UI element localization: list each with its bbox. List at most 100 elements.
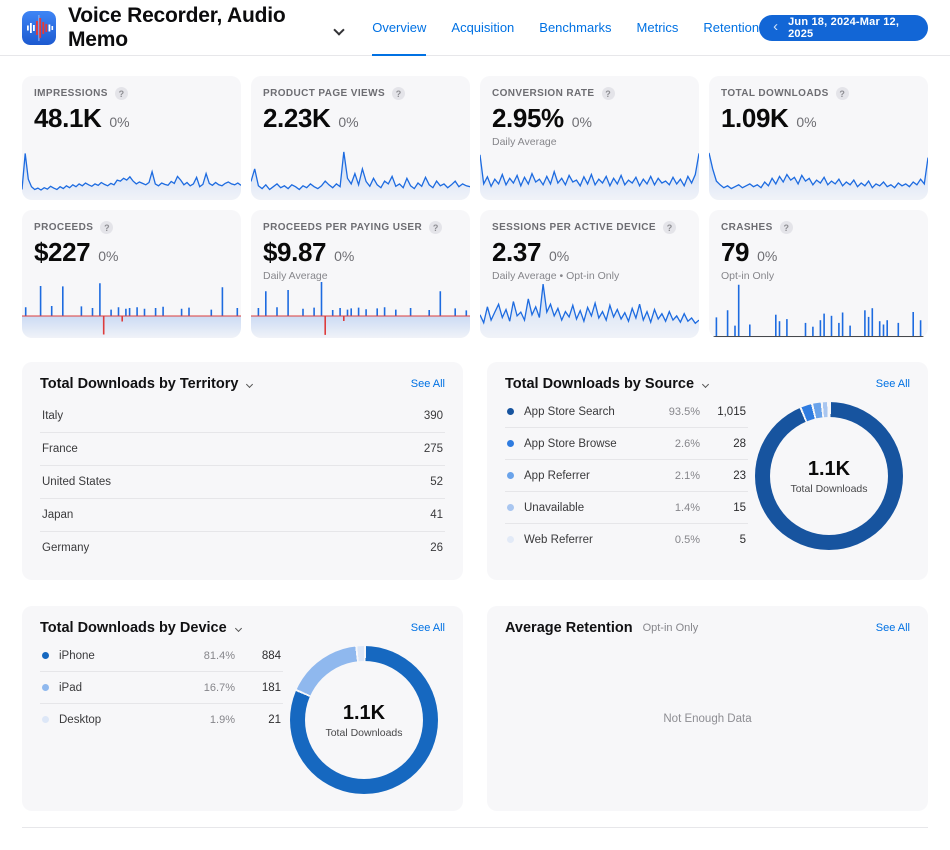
donut-center-value: 1.1K	[342, 701, 386, 724]
legend-dot-icon	[42, 684, 49, 691]
panel-downloads-by-device: Total Downloads by Device See All iPhone…	[22, 606, 463, 811]
metric-label: CONVERSION RATE	[492, 88, 595, 99]
tab-benchmarks[interactable]: Benchmarks	[539, 20, 612, 35]
metric-value: 48.1K	[34, 103, 102, 133]
territory-name: United States	[42, 476, 112, 488]
chevron-down-icon	[234, 624, 242, 632]
metric-card-impressions[interactable]: IMPRESSIONS ? 48.1K 0%	[22, 76, 241, 200]
metric-subtitle: Daily Average	[263, 270, 328, 282]
territory-name: Italy	[42, 410, 64, 422]
metric-card-proceeds-per-paying-user[interactable]: PROCEEDS PER PAYING USER ? $9.87 0% Dail…	[251, 210, 470, 338]
empty-state-message: Not Enough Data	[663, 712, 752, 725]
territory-row: Germany 26	[40, 532, 445, 564]
legend-dot-icon	[42, 652, 49, 659]
metric-label: SESSIONS PER ACTIVE DEVICE	[492, 222, 656, 233]
legend-dot-icon	[507, 440, 514, 447]
sparkline-chart	[251, 148, 470, 200]
metric-delta: 0%	[109, 114, 130, 130]
sparkline-chart	[480, 280, 699, 338]
help-icon[interactable]: ?	[779, 221, 793, 234]
territory-title-dropdown[interactable]: Total Downloads by Territory	[40, 376, 254, 392]
territory-row: France 275	[40, 433, 445, 466]
retention-see-all-link[interactable]: See All	[875, 622, 910, 634]
metric-delta: 0%	[98, 248, 119, 264]
panel-average-retention: Average Retention Opt-in Only See All No…	[487, 606, 928, 811]
sparkline-chart	[22, 148, 241, 200]
source-row: App Store Browse 2.6% 28	[505, 428, 748, 460]
date-range-picker[interactable]: ‹ Jun 18, 2024-Mar 12, 2025	[759, 14, 928, 41]
help-icon[interactable]: ?	[835, 87, 849, 100]
metric-card-conversion-rate[interactable]: CONVERSION RATE ? 2.95% 0% Daily Average	[480, 76, 699, 200]
territory-value: 390	[423, 410, 443, 422]
opt-in-badge: Opt-in Only	[642, 622, 699, 634]
legend-dot-icon	[507, 504, 514, 511]
legend-dot-icon	[42, 716, 49, 723]
help-icon[interactable]: ?	[392, 87, 406, 100]
nav-tabs: Overview Acquisition Benchmarks Metrics …	[372, 0, 760, 56]
help-icon[interactable]: ?	[429, 221, 443, 234]
metric-label: TOTAL DOWNLOADS	[721, 88, 829, 99]
metric-value: $9.87	[263, 237, 327, 267]
metric-card-product-page-views[interactable]: PRODUCT PAGE VIEWS ? 2.23K 0%	[251, 76, 470, 200]
source-title-dropdown[interactable]: Total Downloads by Source	[505, 376, 710, 392]
metric-value: 2.95%	[492, 103, 564, 133]
donut-center-label: Total Downloads	[325, 726, 403, 739]
chevron-down-icon	[702, 380, 710, 388]
device-row: Desktop 1.9% 21	[40, 704, 283, 735]
metric-card-sessions-per-active-device[interactable]: SESSIONS PER ACTIVE DEVICE ? 2.37 0% Dai…	[480, 210, 699, 338]
device-row: iPad 16.7% 181	[40, 672, 283, 704]
metric-subtitle: Daily Average • Opt-in Only	[492, 270, 620, 282]
help-icon[interactable]: ?	[114, 87, 128, 100]
tab-metrics[interactable]: Metrics	[636, 20, 679, 35]
territory-name: France	[42, 443, 78, 455]
metric-card-proceeds[interactable]: PROCEEDS ? $227 0%	[22, 210, 241, 338]
retention-title: Average Retention	[505, 620, 633, 636]
territory-see-all-link[interactable]: See All	[410, 378, 445, 390]
metric-card-total-downloads[interactable]: TOTAL DOWNLOADS ? 1.09K 0%	[709, 76, 928, 200]
metric-value: 2.23K	[263, 103, 331, 133]
metric-cards-row-1: IMPRESSIONS ? 48.1K 0% PRODUCT PAGE VIEW…	[22, 76, 928, 200]
metric-label: PRODUCT PAGE VIEWS	[263, 88, 386, 99]
source-row: Unavailable 1.4% 15	[505, 492, 748, 524]
source-see-all-link[interactable]: See All	[875, 378, 910, 390]
source-donut-chart: 1.1K Total Downloads	[755, 402, 903, 550]
metric-delta: 0%	[334, 248, 355, 264]
territory-list: Italy 390 France 275 United States 52 Ja…	[40, 400, 445, 564]
territory-row: Italy 390	[40, 400, 445, 433]
footer-divider	[22, 827, 928, 828]
sparkline-chart	[22, 274, 241, 338]
help-icon[interactable]: ?	[601, 87, 615, 100]
metric-subtitle: Opt-in Only	[721, 270, 775, 282]
sparkline-chart	[480, 148, 699, 200]
metric-delta: 0%	[796, 114, 817, 130]
tab-acquisition[interactable]: Acquisition	[451, 20, 515, 35]
territory-value: 52	[430, 476, 443, 488]
device-see-all-link[interactable]: See All	[410, 622, 445, 634]
device-title-dropdown[interactable]: Total Downloads by Device	[40, 620, 242, 636]
metric-label: PROCEEDS PER PAYING USER	[263, 222, 423, 233]
chevron-down-icon[interactable]	[333, 21, 345, 36]
legend-dot-icon	[507, 536, 514, 543]
metric-label: PROCEEDS	[34, 222, 94, 233]
help-icon[interactable]: ?	[662, 221, 676, 234]
territory-row: Japan 41	[40, 499, 445, 532]
panel-downloads-by-source: Total Downloads by Source See All App St…	[487, 362, 928, 580]
sparkline-chart	[251, 274, 470, 338]
device-list: iPhone 81.4% 884 iPad 16.7% 181 Desktop …	[40, 640, 283, 735]
tab-retention[interactable]: Retention	[703, 20, 760, 35]
tab-overview[interactable]: Overview	[372, 0, 427, 56]
metric-subtitle: Daily Average	[492, 136, 557, 148]
help-icon[interactable]: ?	[100, 221, 114, 234]
source-list: App Store Search 93.5% 1,015 App Store B…	[505, 396, 748, 555]
metric-card-crashes[interactable]: CRASHES ? 79 0% Opt-in Only	[709, 210, 928, 338]
territory-row: United States 52	[40, 466, 445, 499]
metric-value: $227	[34, 237, 91, 267]
metric-value: 2.37	[492, 237, 542, 267]
territory-value: 41	[430, 509, 443, 521]
panel-downloads-by-territory: Total Downloads by Territory See All Ita…	[22, 362, 463, 580]
chevron-left-icon[interactable]: ‹	[773, 18, 779, 35]
sparkline-chart	[709, 280, 928, 338]
territory-name: Japan	[42, 509, 74, 521]
metric-delta: 0%	[571, 114, 592, 130]
territory-name: Germany	[42, 542, 90, 554]
